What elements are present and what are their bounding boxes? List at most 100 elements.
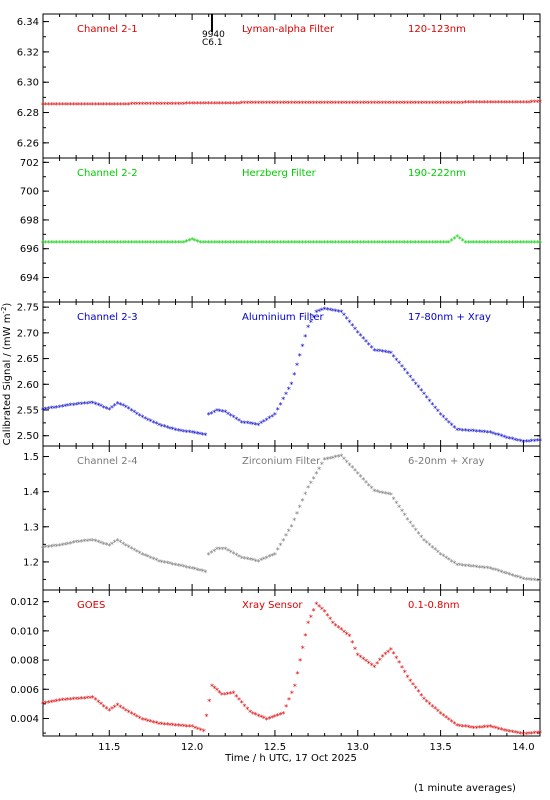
data-point: * [71, 101, 75, 110]
data-point: * [143, 552, 147, 561]
data-point: * [182, 428, 186, 437]
data-point: * [102, 540, 106, 549]
data-point: * [527, 576, 531, 585]
data-point: * [417, 384, 421, 393]
data-point: * [497, 725, 501, 734]
data-point: * [458, 99, 462, 108]
data-point: * [306, 620, 310, 629]
data-point: * [49, 543, 53, 552]
data-point: * [47, 405, 51, 414]
data-point: * [480, 239, 484, 248]
data-point: * [240, 554, 244, 563]
data-point: * [433, 546, 437, 555]
data-point: * [240, 239, 244, 248]
data-point: * [149, 418, 153, 427]
data-point: * [69, 402, 73, 411]
data-point: * [394, 99, 398, 108]
data-point: * [488, 565, 492, 574]
data-point: * [372, 347, 376, 356]
data-point: * [383, 99, 387, 108]
y-tick-label: 1.4 [23, 487, 39, 498]
data-point: * [179, 100, 183, 109]
data-point: * [345, 458, 349, 467]
data-point: * [234, 100, 238, 109]
data-point: * [259, 714, 263, 723]
data-point: * [519, 99, 523, 108]
data-point: * [527, 438, 531, 447]
data-point: * [491, 239, 495, 248]
data-point: * [359, 654, 363, 663]
data-point: * [102, 239, 106, 248]
y-tick-label: 1.5 [23, 452, 39, 463]
data-point: * [66, 696, 70, 705]
data-point: * [69, 239, 73, 248]
data-point: * [171, 239, 175, 248]
data-point: * [530, 99, 534, 108]
data-point: * [486, 99, 490, 108]
data-point: * [342, 628, 346, 637]
data-point: * [339, 308, 343, 317]
data-point: * [452, 720, 456, 729]
data-point: * [77, 101, 81, 110]
data-point: * [220, 546, 224, 555]
data-point: * [472, 99, 476, 108]
data-point: * [267, 239, 271, 248]
data-point: * [356, 329, 360, 338]
data-point: * [132, 239, 136, 248]
data-point: * [356, 652, 360, 661]
y-tick-label: 0.012 [10, 597, 39, 608]
data-point: * [237, 696, 241, 705]
data-point: * [198, 567, 202, 576]
data-point: * [232, 239, 236, 248]
data-point: * [342, 239, 346, 248]
data-point: * [113, 101, 117, 110]
data-point: * [419, 99, 423, 108]
data-point: * [82, 101, 86, 110]
data-point: * [278, 401, 282, 410]
data-point: * [96, 239, 100, 248]
data-point: * [292, 239, 296, 248]
data-point: * [171, 100, 175, 109]
data-point: * [245, 705, 249, 714]
data-point: * [328, 616, 332, 625]
data-point: * [350, 639, 354, 648]
data-point: * [359, 99, 363, 108]
data-point: * [303, 333, 307, 342]
data-point: * [455, 427, 459, 436]
data-point: * [107, 239, 111, 248]
data-point: * [243, 419, 247, 428]
data-point: * [480, 99, 484, 108]
data-point: * [320, 605, 324, 614]
data-point: * [154, 239, 158, 248]
data-point: * [270, 413, 274, 422]
data-point: * [193, 430, 197, 439]
data-point: * [508, 571, 512, 580]
data-point: * [367, 99, 371, 108]
data-point: * [309, 479, 313, 488]
data-point: * [356, 470, 360, 479]
data-point: * [314, 308, 318, 317]
data-point: * [419, 239, 423, 248]
data-point: * [535, 99, 539, 108]
data-point: * [538, 729, 542, 738]
data-point: * [151, 239, 155, 248]
data-point: * [110, 404, 114, 413]
data-point: * [428, 397, 432, 406]
data-point: * [483, 429, 487, 438]
data-point: * [251, 557, 255, 566]
data-point: * [411, 239, 415, 248]
band-label: 0.1-0.8nm [408, 600, 460, 611]
data-point: * [530, 730, 534, 739]
data-point: * [234, 415, 238, 424]
data-point: * [262, 556, 266, 565]
data-point: * [345, 239, 349, 248]
data-point: * [303, 239, 307, 248]
data-point: * [510, 572, 514, 581]
data-point: * [229, 690, 233, 699]
data-point: * [461, 427, 465, 436]
data-point: * [259, 420, 263, 429]
data-point: * [44, 544, 48, 553]
filter-label: Xray Sensor [242, 600, 303, 611]
data-point: * [265, 716, 269, 725]
data-point: * [138, 549, 142, 558]
